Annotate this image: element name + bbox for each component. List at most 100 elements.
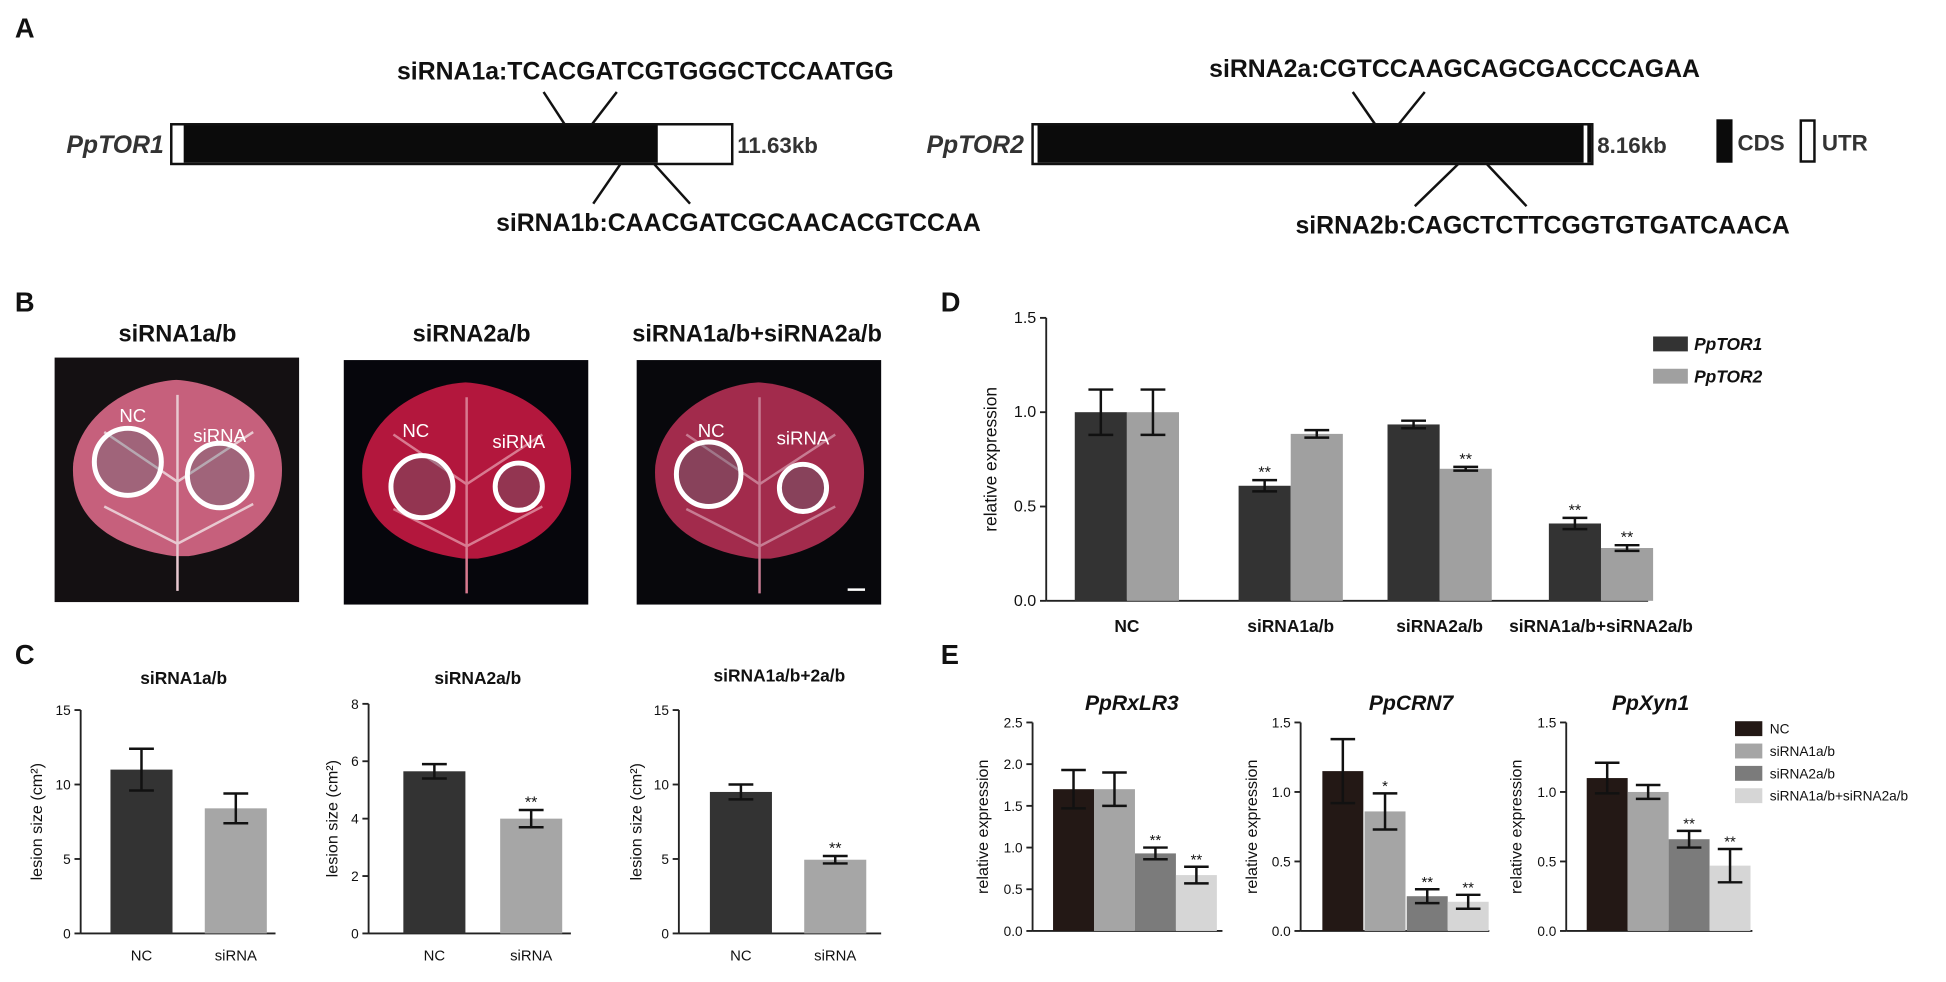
leaf-veins xyxy=(685,397,836,594)
error-bar xyxy=(1088,388,1114,437)
chart-title: PpCRN7 xyxy=(1369,692,1455,715)
x-tick-label: siRNA xyxy=(510,949,552,965)
y-tick-label: 0 xyxy=(351,926,359,941)
spot-label: NC xyxy=(698,420,725,441)
y-tick-label: 10 xyxy=(56,777,72,792)
spot-label: siRNA xyxy=(777,427,830,448)
gene-name: PpTOR2 xyxy=(926,132,1024,159)
bar xyxy=(1627,791,1669,931)
panel-label: B xyxy=(15,287,35,318)
cds-block xyxy=(183,125,658,163)
bar xyxy=(1290,433,1343,601)
error-bar xyxy=(1717,847,1743,884)
error-bar xyxy=(223,792,249,825)
significance: ** xyxy=(1621,529,1634,547)
y-tick-label: 0.0 xyxy=(1004,924,1023,939)
y-axis-label: relative expression xyxy=(1243,759,1261,893)
sirna-label: siRNA2a:CGTCCAAGCAGCGACCCAGAA xyxy=(1209,56,1700,83)
y-tick-label: 15 xyxy=(56,703,72,718)
error-bar xyxy=(129,747,154,792)
y-axis-label: lesion size (cm²) xyxy=(28,763,46,880)
chart-title: siRNA1a/b+2a/b xyxy=(714,666,846,686)
y-tick-label: 15 xyxy=(654,703,670,718)
y-tick-label: 4 xyxy=(351,812,359,827)
y-tick-label: 1.0 xyxy=(1272,785,1291,800)
image-title: siRNA1a/b xyxy=(119,320,237,346)
significance: ** xyxy=(1724,834,1736,850)
y-tick-label: 0.5 xyxy=(1004,882,1023,897)
bar xyxy=(1548,523,1601,601)
y-axis-label: relative expression xyxy=(981,387,1001,532)
legend-swatch xyxy=(1653,336,1688,352)
error-bar xyxy=(822,854,848,865)
gene-length: 8.16kb xyxy=(1597,133,1667,158)
significance: ** xyxy=(1459,450,1472,468)
error-bar xyxy=(1594,761,1620,795)
target-line xyxy=(591,91,618,126)
bar xyxy=(709,791,772,934)
error-bar xyxy=(1184,865,1209,885)
target-line xyxy=(1485,163,1528,208)
error-bar xyxy=(1330,737,1356,805)
error-bar xyxy=(1453,465,1479,472)
bar xyxy=(500,818,563,934)
sirna-label: siRNA1b:CAACGATCGCAACACGTCCAA xyxy=(496,210,981,237)
error-bar xyxy=(1102,771,1127,808)
target-line xyxy=(542,91,566,125)
error-bar xyxy=(1304,428,1330,439)
error-bar xyxy=(1372,792,1398,831)
significance: ** xyxy=(1150,833,1162,849)
error-bar xyxy=(1414,888,1440,905)
error-bar xyxy=(1562,516,1588,531)
target-line xyxy=(1413,163,1460,208)
sirna-label: siRNA1a:TCACGATCGTGGGCTCCAATGG xyxy=(397,59,894,86)
bar xyxy=(1600,548,1654,601)
y-tick-label: 2.0 xyxy=(1004,757,1023,772)
y-axis-label: lesion size (cm²) xyxy=(628,763,646,880)
leaf-veins xyxy=(392,397,544,594)
y-tick-label: 0.0 xyxy=(1537,924,1556,939)
x-tick-label: NC xyxy=(730,949,752,965)
y-tick-label: 1.5 xyxy=(1004,799,1023,814)
legend-label: siRNA1a/b xyxy=(1770,744,1836,759)
inoculation-circle xyxy=(388,453,456,521)
bar xyxy=(1074,412,1127,601)
y-tick-label: 1.0 xyxy=(1004,841,1023,856)
inoculation-circle xyxy=(776,461,830,514)
legend-label: UTR xyxy=(1822,130,1868,155)
y-axis-label: relative expression xyxy=(974,759,992,893)
cds-block xyxy=(1037,125,1584,163)
x-tick-label: NC xyxy=(424,949,446,965)
x-tick-label: siRNA1a/b xyxy=(1247,616,1334,636)
y-tick-label: 0.5 xyxy=(1014,497,1036,515)
legend-label: PpTOR2 xyxy=(1694,366,1763,386)
y-tick-label: 0.0 xyxy=(1272,924,1291,939)
significance: ** xyxy=(1683,816,1695,832)
image-title: siRNA1a/b+siRNA2a/b xyxy=(632,320,882,346)
chart-title: PpRxLR3 xyxy=(1085,692,1179,715)
x-tick-label: NC xyxy=(131,949,153,965)
y-tick-label: 0.5 xyxy=(1272,854,1291,869)
y-tick-label: 0 xyxy=(63,926,71,941)
bar xyxy=(1094,789,1135,931)
gene-diagram: siRNA1a:TCACGATCGTGGGCTCCAATGG PpTOR1 11… xyxy=(66,56,1867,239)
bar xyxy=(1053,789,1095,931)
utr-legend-swatch xyxy=(1799,119,1816,163)
y-tick-label: 0 xyxy=(661,926,669,941)
error-bar xyxy=(1252,478,1278,493)
y-tick-label: 0.0 xyxy=(1014,592,1036,610)
error-bar xyxy=(1401,419,1426,430)
y-tick-label: 2 xyxy=(351,869,359,884)
bar xyxy=(1126,412,1180,601)
y-tick-label: 6 xyxy=(351,754,359,769)
significance: ** xyxy=(1421,875,1433,891)
significance: ** xyxy=(829,840,842,858)
error-bar xyxy=(1455,893,1481,910)
x-tick-label: NC xyxy=(1114,616,1140,636)
cds-block xyxy=(1587,125,1592,163)
significance: ** xyxy=(525,794,538,812)
target-line xyxy=(1351,91,1377,125)
spot-label: siRNA xyxy=(492,431,545,452)
bar xyxy=(1134,853,1176,931)
significance: ** xyxy=(1258,464,1271,482)
